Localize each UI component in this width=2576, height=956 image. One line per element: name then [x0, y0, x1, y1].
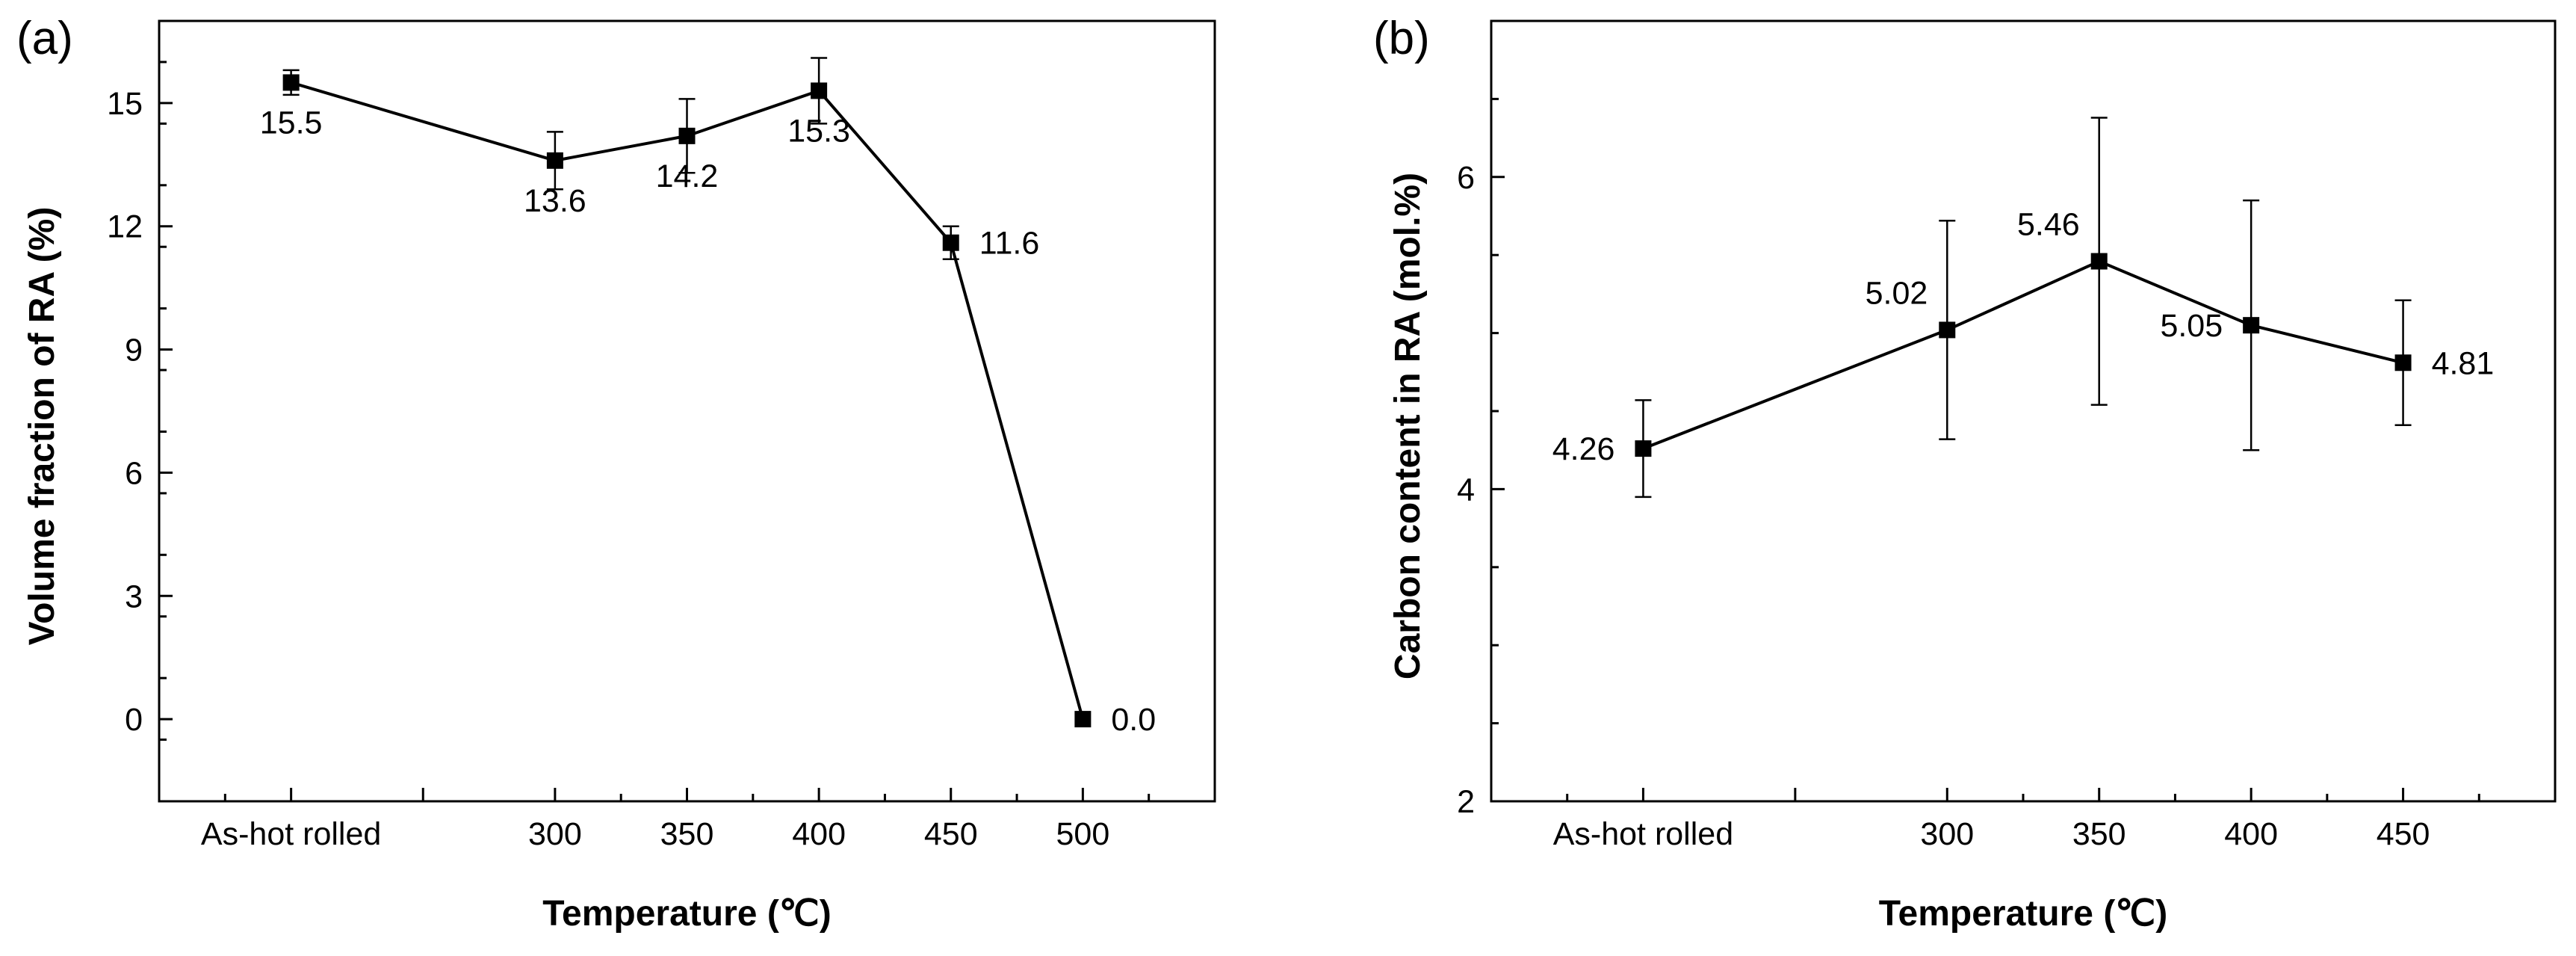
series-line — [1642, 259, 2404, 450]
y-tick-label: 15 — [107, 86, 143, 122]
y-tick-label: 9 — [125, 333, 143, 368]
panel-label: (a) — [16, 13, 73, 64]
plot-frame — [1490, 19, 2557, 803]
y-tick-label: 12 — [107, 209, 143, 245]
x-tick-label: 450 — [2377, 816, 2430, 852]
data-label: 15.3 — [787, 113, 850, 149]
data-label: 0.0 — [1111, 702, 1156, 738]
data-label: 4.26 — [1552, 431, 1615, 467]
data-point — [1074, 711, 1092, 728]
x-axis-title: Temperature (℃) — [1879, 894, 2167, 934]
chart-panel-a: (a) 0 3 6 9 12 15 As-hot rolled 300 350 400 450 500 T… — [16, 13, 1216, 934]
panel-label: (b) — [1373, 13, 1430, 64]
x-tick-label: 300 — [528, 816, 582, 852]
data-point — [1939, 321, 1956, 339]
series-line — [291, 81, 1085, 720]
data-point — [678, 127, 696, 144]
x-tick-label: 400 — [2224, 816, 2278, 852]
data-point — [546, 152, 563, 169]
x-tick-label: 450 — [924, 816, 978, 852]
data-point — [282, 74, 300, 91]
data-label: 5.05 — [2160, 308, 2223, 344]
data-label: 14.2 — [656, 158, 719, 194]
x-tick-label: As-hot rolled — [201, 816, 381, 852]
data-label: 4.81 — [2432, 345, 2495, 381]
y-tick-label: 3 — [125, 579, 143, 614]
y-tick-label: 6 — [1457, 160, 1475, 196]
data-point — [2090, 253, 2108, 270]
x-tick-label: As-hot rolled — [1553, 816, 1733, 852]
x-tick-label: 350 — [2072, 816, 2126, 852]
chart-panel-b: (b) 2 4 6 As-hot rolled 300 350 400 450 Temperatu… — [1373, 13, 2557, 934]
data-point — [1635, 440, 1652, 457]
y-axis-title: Carbon content in RA (mol.%) — [1388, 173, 1428, 679]
data-point — [2243, 317, 2260, 334]
y-tick-label: 0 — [125, 702, 143, 738]
x-tick-label: 350 — [660, 816, 714, 852]
y-tick-label: 2 — [1457, 784, 1475, 820]
data-label: 5.02 — [1866, 275, 1928, 311]
data-label: 15.5 — [260, 105, 323, 141]
y-tick-label: 6 — [125, 455, 143, 491]
data-point — [811, 82, 828, 99]
data-label: 11.6 — [979, 226, 1040, 262]
data-point — [942, 234, 959, 251]
data-label: 5.46 — [2017, 207, 2080, 243]
y-tick-label: 4 — [1457, 472, 1475, 508]
y-axis-title: Volume fraction of RA (%) — [22, 207, 62, 646]
data-point — [2394, 354, 2412, 371]
x-tick-label: 400 — [792, 816, 846, 852]
x-tick-label: 300 — [1920, 816, 1974, 852]
x-tick-label: 500 — [1056, 816, 1110, 852]
data-label: 13.6 — [524, 183, 586, 219]
x-axis-title: Temperature (℃) — [542, 894, 831, 934]
